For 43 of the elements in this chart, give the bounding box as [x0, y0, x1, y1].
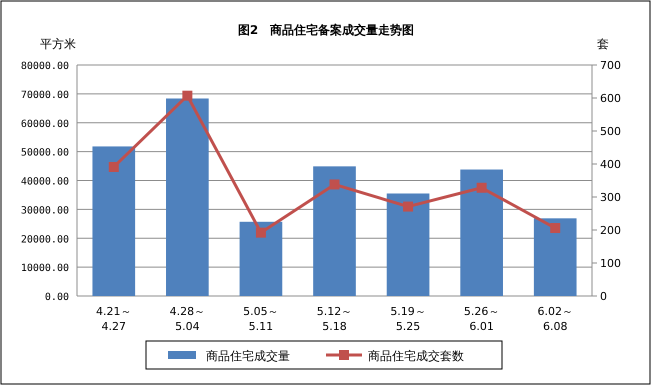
bar	[313, 166, 356, 296]
y2-tick-label: 400	[600, 158, 621, 171]
y-tick-label: 0.00	[44, 292, 69, 303]
y-tick-label: 20000.00	[20, 234, 69, 246]
point	[256, 228, 266, 238]
point	[330, 179, 340, 190]
point	[476, 182, 487, 193]
legend-label: 商品住宅成交量	[206, 349, 290, 363]
y2-tick-label: 200	[600, 224, 621, 237]
y2-tick-label: 700	[600, 59, 621, 72]
y-tick-label: 70000.00	[20, 90, 69, 101]
x-tick-label: 5.12～ 5.18	[316, 305, 352, 333]
y2-tick-label: 300	[600, 191, 621, 204]
x-tick-label: 5.05～ 5.11	[243, 305, 279, 333]
chart-title: 图2 商品住宅备案成交量走势图	[238, 23, 414, 37]
bar	[92, 146, 136, 296]
y2-tick-label: 0	[600, 290, 607, 303]
point	[108, 162, 119, 172]
y2-tick-label: 100	[600, 257, 621, 270]
point	[182, 90, 192, 101]
point	[550, 223, 560, 234]
bar	[166, 98, 209, 296]
y2-axis-title: 套	[597, 37, 609, 51]
y2-tick-label: 600	[600, 92, 621, 105]
y-tick-label: 30000.00	[20, 205, 69, 216]
y-tick-label: 60000.00	[20, 118, 69, 130]
bar	[240, 222, 282, 296]
y2-tick-label: 500	[600, 125, 621, 138]
legend-label: 商品住宅成交套数	[368, 349, 464, 363]
bar	[386, 193, 430, 296]
x-tick-label: 5.19～ 5.25	[390, 305, 426, 333]
bar	[460, 170, 503, 296]
y-tick-label: 80000.00	[20, 61, 69, 72]
point	[403, 202, 414, 212]
x-tick-label: 6.02～ 6.08	[537, 305, 573, 333]
x-tick-label: 5.26～ 6.01	[464, 305, 500, 333]
x-tick-label: 4.21～ 4.27	[96, 305, 132, 333]
x-tick-label: 4.28～ 5.04	[170, 305, 206, 333]
y-tick-label: 10000.00	[20, 263, 69, 274]
y-axis-title: 平方米	[40, 37, 76, 51]
y-tick-label: 40000.00	[20, 176, 69, 188]
y-tick-label: 50000.00	[20, 148, 69, 159]
bar	[534, 218, 577, 296]
